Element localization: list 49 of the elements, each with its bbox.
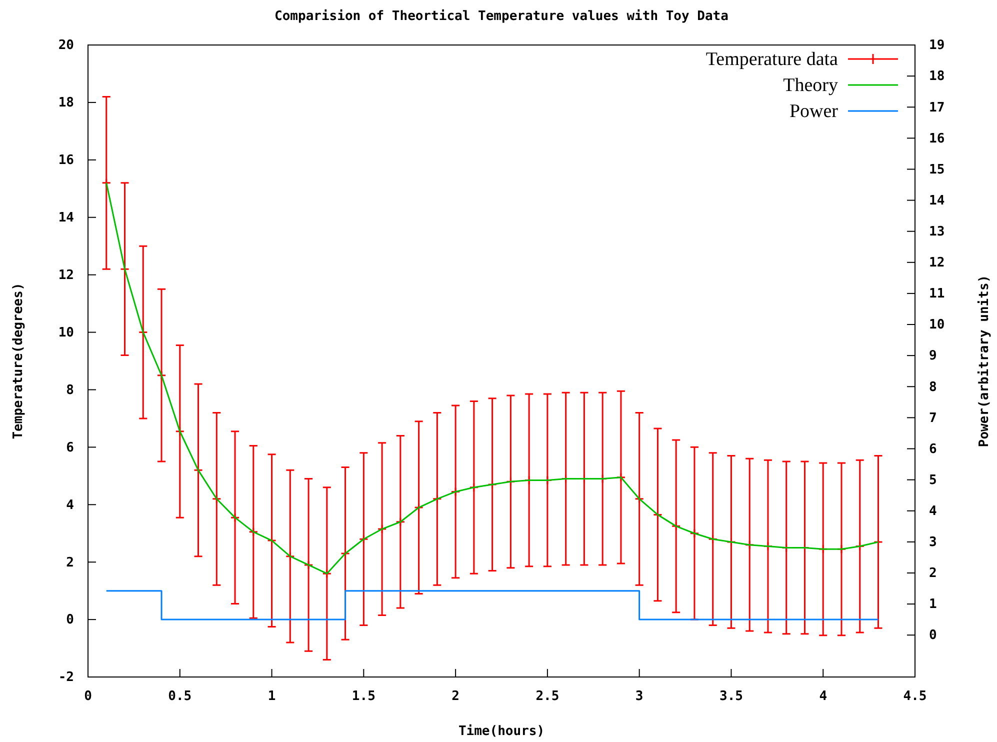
legend-label: Temperature data — [706, 49, 839, 70]
y2-tick-label: 18 — [929, 69, 945, 84]
legend-label: Theory — [783, 75, 838, 96]
y-tick-label: 20 — [58, 38, 74, 54]
x-tick-label: 2 — [452, 689, 460, 704]
y-tick-label: 2 — [66, 555, 74, 570]
x-tick-label: 2.5 — [536, 689, 560, 704]
x-tick-label: 3 — [635, 689, 644, 704]
y2-tick-label: 2 — [929, 566, 937, 582]
y2-tick-label: 12 — [929, 256, 945, 271]
y2-tick-label: 17 — [929, 100, 945, 116]
y-tick-label: 10 — [58, 325, 74, 340]
y2-tick-label: 3 — [929, 535, 937, 550]
x-tick-label: 4.5 — [903, 689, 927, 704]
y-tick-label: 18 — [58, 96, 74, 111]
y2-axis-title: Power(arbitrary units) — [977, 274, 992, 448]
x-tick-label: 4 — [819, 689, 828, 704]
chart-title: Comparision of Theortical Temperature values with Toy Data — [274, 9, 729, 24]
y2-tick-label: 8 — [929, 380, 937, 395]
y2-tick-label: 6 — [929, 442, 937, 457]
legend-label: Power — [789, 101, 839, 122]
x-axis-title: Time(hours) — [458, 724, 545, 739]
y2-tick-label: 16 — [929, 131, 945, 146]
x-tick-label: 3.5 — [719, 689, 743, 704]
y2-tick-label: 15 — [929, 162, 945, 178]
y-tick-label: 6 — [66, 440, 74, 456]
x-tick-label: 1.5 — [352, 689, 376, 704]
y-tick-label: 8 — [66, 382, 74, 398]
y2-tick-label: 14 — [929, 193, 945, 208]
y2-tick-label: 19 — [929, 38, 945, 54]
y-tick-label: 14 — [58, 210, 74, 226]
y2-tick-label: 11 — [929, 286, 945, 302]
y2-tick-label: 4 — [929, 504, 937, 520]
x-tick-label: 0 — [84, 689, 92, 704]
y2-tick-label: 13 — [929, 224, 945, 240]
x-tick-label: 1 — [268, 689, 276, 704]
y-tick-label: 16 — [58, 153, 74, 168]
x-tick-label: 0.5 — [168, 689, 192, 704]
y2-tick-label: 7 — [929, 410, 937, 426]
y2-tick-label: 1 — [929, 597, 937, 612]
y-tick-label: 4 — [66, 498, 74, 513]
y-tick-label: 12 — [58, 268, 74, 283]
y-tick-label: -2 — [58, 670, 74, 686]
y2-tick-label: 5 — [929, 472, 937, 488]
y2-tick-label: 0 — [929, 628, 937, 644]
y2-tick-label: 10 — [929, 318, 945, 333]
y2-tick-label: 9 — [929, 348, 937, 364]
y-tick-label: 0 — [66, 612, 74, 628]
y-axis-title: Temperature(degrees) — [11, 282, 26, 440]
